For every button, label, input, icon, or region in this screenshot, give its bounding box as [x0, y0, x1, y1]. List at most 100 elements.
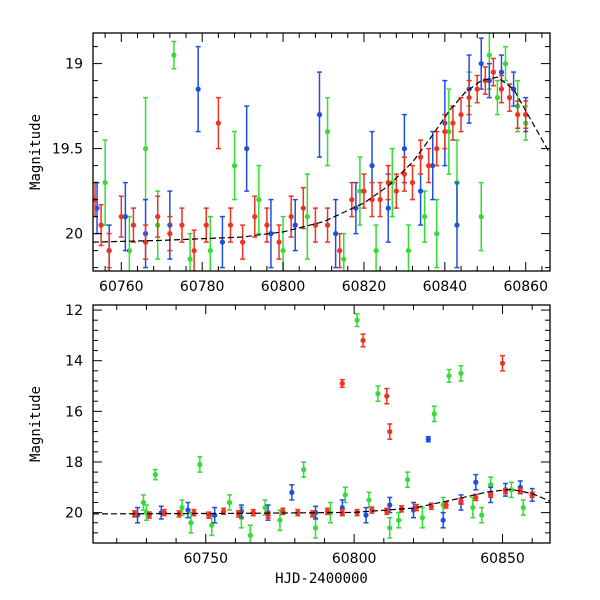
point-green [488, 482, 494, 488]
point-red [339, 380, 345, 387]
point-red [517, 488, 523, 494]
point-green [387, 525, 393, 531]
point-red [458, 112, 464, 118]
point-green [405, 248, 412, 254]
plot-area [93, 313, 550, 543]
point-green [142, 146, 149, 152]
point-red [300, 205, 306, 211]
point-red [443, 502, 449, 508]
point-red [339, 510, 345, 516]
x-tick-label: 60860 [503, 279, 548, 295]
x-axis-title: HJD-2400000 [275, 571, 368, 587]
point-red [191, 248, 197, 254]
point-blue [122, 214, 128, 220]
point-red [203, 222, 209, 228]
y-tick-label: 16 [65, 404, 83, 420]
model-curve [93, 488, 550, 515]
point-red [276, 239, 282, 245]
point-red [167, 231, 173, 237]
series-red [131, 333, 535, 519]
y-tick-label: 14 [65, 354, 83, 370]
point-green [187, 256, 193, 262]
series-green [102, 33, 529, 271]
point-red [384, 393, 390, 399]
bottom-panel: 60750 60800 60850 12 14 16 18 20 Magnitude HJD-24… [28, 303, 551, 587]
x-tick-label: 60820 [342, 279, 387, 295]
plot-frame [92, 32, 551, 272]
x-tick-label: 60840 [423, 279, 468, 295]
point-red [161, 510, 167, 516]
point-green [341, 256, 347, 262]
point-green [324, 129, 331, 135]
x-tick-label: 60780 [180, 279, 225, 295]
y-tick-label: 19 [65, 57, 83, 73]
point-green [312, 525, 319, 531]
point-green [446, 373, 452, 379]
point-green [431, 411, 437, 417]
point-blue [387, 502, 393, 508]
point-green [357, 188, 363, 194]
plot-area [93, 33, 550, 271]
point-blue [185, 507, 191, 513]
point-green [373, 248, 379, 254]
point-red [215, 120, 221, 126]
point-green [446, 129, 452, 135]
point-green [102, 180, 108, 186]
point-green [494, 95, 501, 101]
point-green [226, 499, 233, 506]
point-blue [440, 517, 446, 523]
point-green [434, 231, 440, 237]
point-blue [316, 112, 323, 118]
point-green [207, 248, 213, 254]
point-red [360, 337, 366, 344]
y-tick-label: 18 [65, 455, 83, 471]
point-red [442, 129, 448, 135]
point-green [179, 504, 185, 511]
point-blue [195, 86, 201, 92]
point-red [506, 95, 513, 101]
point-green [486, 52, 492, 58]
point-red [369, 197, 375, 203]
point-blue [430, 163, 436, 169]
point-green [419, 515, 425, 521]
point-red [369, 507, 375, 513]
x-tick-label: 60750 [183, 551, 228, 567]
point-red [499, 360, 506, 366]
point-red [265, 512, 271, 518]
point-red [417, 154, 424, 160]
point-green [280, 248, 286, 254]
x-tick-label: 60800 [332, 551, 377, 567]
point-red [324, 222, 331, 228]
point-red [474, 86, 480, 92]
point-green [304, 214, 310, 220]
point-red [191, 510, 197, 516]
point-green [396, 517, 402, 523]
point-blue [369, 163, 375, 169]
point-green [262, 504, 268, 511]
point-red [361, 188, 367, 194]
point-red [377, 197, 383, 203]
point-blue [385, 205, 391, 211]
point-blue [401, 146, 408, 152]
point-blue [454, 222, 460, 228]
point-red [349, 197, 355, 203]
point-red [309, 511, 316, 517]
point-red [401, 171, 408, 177]
point-red [264, 222, 270, 228]
point-red [498, 86, 505, 92]
point-red [106, 248, 112, 254]
y-tick-label: 12 [65, 303, 83, 319]
point-red [250, 510, 256, 516]
point-red [179, 222, 185, 228]
point-red [409, 180, 416, 186]
point-red [488, 492, 494, 498]
point-green [508, 487, 515, 493]
point-red [240, 239, 246, 245]
plot-frame [92, 304, 551, 544]
point-blue [219, 239, 226, 245]
point-blue [333, 231, 339, 237]
point-green [354, 317, 360, 323]
point-red [337, 248, 343, 254]
point-green [520, 504, 526, 511]
